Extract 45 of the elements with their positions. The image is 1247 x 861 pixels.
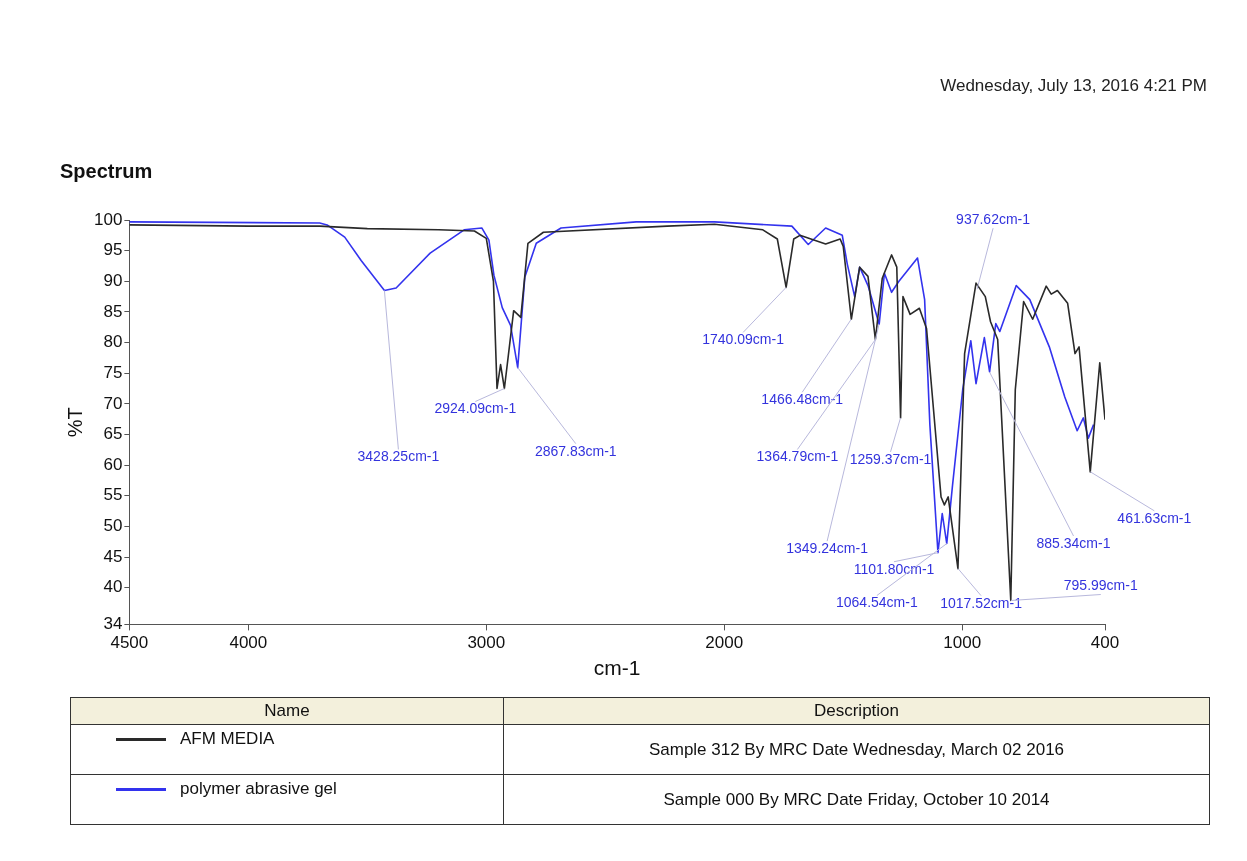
annotation: 2867.83cm-1: [534, 442, 617, 459]
annotation: 885.34cm-1: [1036, 534, 1111, 551]
annotation: 1259.37cm-1: [849, 450, 932, 467]
annotation: 1466.48cm-1: [761, 391, 844, 408]
x-tick-label: 1000: [943, 633, 982, 653]
y-tick-label: 70: [103, 393, 123, 413]
y-tick-label: 75: [103, 362, 123, 382]
y-tick-label: 100: [93, 209, 123, 229]
x-tick-label: 4000: [229, 633, 268, 653]
annotation: 1017.52cm-1: [940, 594, 1023, 611]
legend-label: polymer abrasive gel: [70, 774, 504, 825]
y-tick-label: 95: [103, 240, 123, 260]
y-tick-label: 60: [103, 454, 123, 474]
y-tick-label: 65: [103, 424, 123, 444]
annotation: 937.62cm-1: [956, 211, 1031, 228]
y-tick-label: 55: [103, 485, 123, 505]
x-tick-label: 3000: [467, 633, 506, 653]
text: Sample 312 By MRC Date Wednesday, March 02 2016: [503, 724, 1210, 775]
y-tick-label: 50: [103, 516, 123, 536]
annotation: 1349.24cm-1: [786, 540, 869, 557]
annotation: 1364.79cm-1: [756, 448, 839, 465]
x-tick-label: 2000: [705, 633, 744, 653]
y-tick-label: 90: [103, 270, 123, 290]
y-tick-label: 85: [103, 301, 123, 321]
legend-label: AFM MEDIA: [70, 724, 504, 775]
y-tick-label: 40: [103, 577, 123, 597]
legend-title: Name: [70, 697, 504, 725]
y-axis-title: %T: [63, 407, 86, 438]
text: Wednesday, July 13, 2016 4:21 PM: [940, 76, 1207, 96]
x-tick-label: 400: [1090, 633, 1120, 653]
annotation: 2924.09cm-1: [434, 400, 517, 417]
annotation: 1064.54cm-1: [836, 594, 918, 611]
chart-title: Spectrum: [60, 159, 153, 182]
annotation: 3428.25cm-1: [357, 448, 440, 465]
annotation: 1740.09cm-1: [702, 331, 785, 348]
y-tick-label: 34: [103, 614, 123, 634]
x-axis-title: cm-1: [593, 656, 641, 680]
y-tick-label: 45: [103, 546, 123, 566]
text: Description: [503, 697, 1210, 725]
annotation: 461.63cm-1: [1117, 509, 1192, 526]
annotation: 1101.80cm-1: [853, 560, 935, 577]
x-tick-label: 4500: [110, 633, 149, 653]
annotation: 795.99cm-1: [1063, 577, 1138, 594]
y-tick-label: 80: [103, 332, 123, 352]
text: Sample 000 By MRC Date Friday, October 10 2014: [503, 774, 1210, 825]
